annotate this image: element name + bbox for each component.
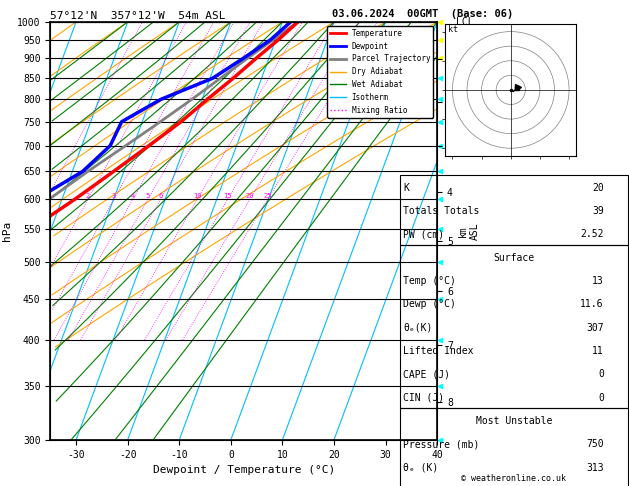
Text: LCL: LCL bbox=[457, 17, 474, 27]
Text: 13: 13 bbox=[592, 276, 604, 286]
Text: © weatheronline.co.uk: © weatheronline.co.uk bbox=[461, 474, 565, 483]
Text: θₑ(K): θₑ(K) bbox=[403, 323, 433, 333]
Text: CIN (J): CIN (J) bbox=[403, 393, 444, 403]
Text: 0: 0 bbox=[598, 369, 604, 380]
Text: θₑ (K): θₑ (K) bbox=[403, 463, 438, 473]
Text: 307: 307 bbox=[586, 323, 604, 333]
Text: K: K bbox=[403, 183, 409, 193]
Text: 20: 20 bbox=[246, 193, 254, 199]
Text: 0: 0 bbox=[598, 393, 604, 403]
Text: 2.52: 2.52 bbox=[581, 229, 604, 240]
Text: Dewp (°C): Dewp (°C) bbox=[403, 299, 456, 310]
Text: 11.6: 11.6 bbox=[581, 299, 604, 310]
Text: 6: 6 bbox=[159, 193, 163, 199]
Y-axis label: hPa: hPa bbox=[1, 221, 11, 241]
Text: 2: 2 bbox=[86, 193, 90, 199]
Text: Temp (°C): Temp (°C) bbox=[403, 276, 456, 286]
Text: Surface: Surface bbox=[493, 253, 535, 263]
Text: 3: 3 bbox=[112, 193, 116, 199]
Text: 11: 11 bbox=[592, 346, 604, 356]
Text: 20: 20 bbox=[592, 183, 604, 193]
Text: PW (cm): PW (cm) bbox=[403, 229, 444, 240]
Text: 750: 750 bbox=[586, 439, 604, 450]
Text: 39: 39 bbox=[592, 206, 604, 216]
Text: 15: 15 bbox=[223, 193, 232, 199]
Text: Totals Totals: Totals Totals bbox=[403, 206, 479, 216]
Text: 313: 313 bbox=[586, 463, 604, 473]
Text: 03.06.2024  00GMT  (Base: 06): 03.06.2024 00GMT (Base: 06) bbox=[332, 9, 513, 19]
Text: 4: 4 bbox=[131, 193, 135, 199]
X-axis label: Dewpoint / Temperature (°C): Dewpoint / Temperature (°C) bbox=[153, 465, 335, 475]
Text: 5: 5 bbox=[146, 193, 150, 199]
Legend: Temperature, Dewpoint, Parcel Trajectory, Dry Adiabat, Wet Adiabat, Isotherm, Mi: Temperature, Dewpoint, Parcel Trajectory… bbox=[327, 26, 433, 118]
Text: CAPE (J): CAPE (J) bbox=[403, 369, 450, 380]
Text: Pressure (mb): Pressure (mb) bbox=[403, 439, 479, 450]
Text: Most Unstable: Most Unstable bbox=[476, 416, 552, 426]
Text: 25: 25 bbox=[264, 193, 272, 199]
Y-axis label: km
ASL: km ASL bbox=[459, 222, 480, 240]
Text: kt: kt bbox=[448, 25, 458, 34]
Text: 10: 10 bbox=[193, 193, 201, 199]
Text: Lifted Index: Lifted Index bbox=[403, 346, 474, 356]
Text: 57°12'N  357°12'W  54m ASL: 57°12'N 357°12'W 54m ASL bbox=[50, 11, 226, 21]
